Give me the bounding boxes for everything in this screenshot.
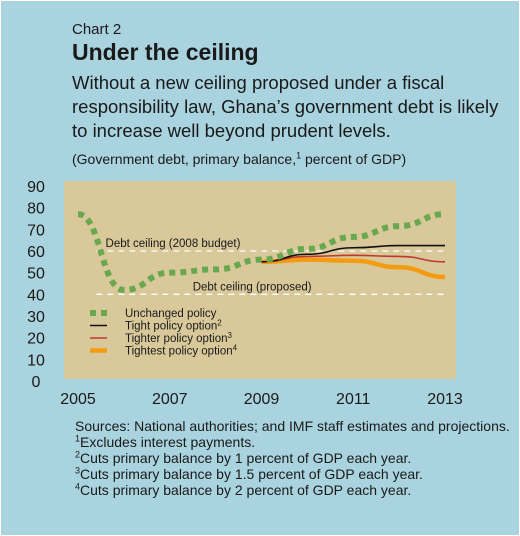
footnote-2: 2Cuts primary balance by 1 percent of GD… <box>61 450 511 466</box>
footnote-mark: 3 <box>75 465 81 476</box>
units-text-end: percent of GDP) <box>301 151 407 167</box>
reference-line-label: Debt ceiling (2008 budget) <box>106 238 241 250</box>
sources-note: Sources: National authorities; and IMF s… <box>75 418 510 434</box>
legend-label: Tightest policy option4 <box>125 344 238 358</box>
footnote-text: Excludes interest payments. <box>80 434 256 450</box>
x-tick-label: 2009 <box>244 391 280 408</box>
y-tick-label: 50 <box>27 266 45 283</box>
series-line <box>261 257 446 280</box>
units-text: (Government debt, primary balance, <box>72 151 297 167</box>
units-note: (Government debt, primary balance,1 perc… <box>72 151 406 167</box>
line-chart: 0 10 20 30 40 50 60 70 80 90 2005 2007 2009 2011 2013 D… <box>27 179 463 408</box>
footnote-1: 1Excludes interest payments. <box>61 434 511 450</box>
legend-label: Tighter policy option3 <box>125 331 233 345</box>
y-tick-label: 90 <box>27 179 45 196</box>
footnote-text: Cuts primary balance by 2 percent of GDP… <box>80 482 412 498</box>
legend-footnote-mark: 3 <box>228 331 233 340</box>
reference-line-label: Debt ceiling (proposed) <box>193 281 312 293</box>
footnote-mark: 1 <box>75 433 81 444</box>
y-tick-label: 30 <box>27 309 45 326</box>
footnote-mark: 4 <box>75 481 81 492</box>
y-tick-label: 80 <box>27 201 45 218</box>
chart-number: Chart 2 <box>72 21 122 38</box>
legend-footnote-mark: 2 <box>217 319 222 328</box>
series-line <box>261 244 445 263</box>
y-tick-label: 0 <box>32 374 41 391</box>
footnote-3: 3Cuts primary balance by 1.5 percent of … <box>61 466 511 482</box>
footnote-text: Cuts primary balance by 1 percent of GDP… <box>80 450 412 466</box>
plot-area <box>64 181 456 379</box>
y-tick-label: 40 <box>27 287 45 304</box>
footnote-list: 1Excludes interest payments. 2Cuts prima… <box>61 434 511 498</box>
series-line <box>261 254 446 263</box>
chart-title: Under the ceiling <box>72 39 259 65</box>
x-tick-label: 2007 <box>152 391 188 408</box>
x-tick-label: 2013 <box>427 391 463 408</box>
y-tick-label: 60 <box>27 244 45 261</box>
footnote-4: 4Cuts primary balance by 2 percent of GD… <box>61 482 511 498</box>
footnote-mark: 2 <box>75 449 81 460</box>
y-tick-label: 10 <box>27 352 45 369</box>
legend-footnote-mark: 4 <box>233 344 238 353</box>
chart-subtitle: Without a new ceiling proposed under a f… <box>72 72 499 141</box>
y-tick-label: 70 <box>27 222 45 239</box>
y-tick-label: 20 <box>27 331 45 348</box>
x-tick-label: 2011 <box>336 391 371 408</box>
series-line <box>77 211 446 293</box>
legend-label: Unchanged policy <box>125 308 217 320</box>
units-footnote-mark: 1 <box>296 150 302 161</box>
footnote-text: Cuts primary balance by 1.5 percent of G… <box>80 466 423 482</box>
source-notes: Sources: National authorities; and IMF s… <box>61 418 511 498</box>
legend-label: Tight policy option2 <box>125 319 222 333</box>
x-tick-label: 2005 <box>60 391 96 408</box>
